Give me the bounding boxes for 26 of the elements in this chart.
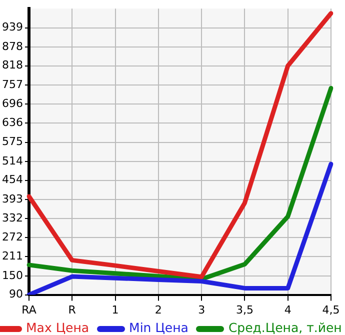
y-tick-label: 211 bbox=[2, 250, 23, 263]
y-tick-label: 575 bbox=[2, 135, 23, 148]
y-tick-label: 696 bbox=[2, 97, 23, 110]
x-tick-label: 3,5 bbox=[236, 303, 254, 316]
x-tick-label: RA bbox=[22, 303, 37, 316]
y-tick-label: 757 bbox=[2, 78, 23, 91]
y-tick-label: 332 bbox=[2, 212, 23, 225]
y-tick-label: 454 bbox=[2, 173, 23, 186]
x-tick-label: 3 bbox=[198, 303, 206, 316]
y-tick-label: 90 bbox=[8, 288, 23, 301]
legend-label: Max Цена bbox=[26, 320, 90, 335]
y-tick-label: 939 bbox=[2, 20, 23, 34]
y-tick-label: 878 bbox=[2, 40, 23, 53]
y-tick-label: 150 bbox=[2, 268, 23, 282]
y-tick-label: 636 bbox=[2, 116, 23, 129]
y-tick-label: 393 bbox=[2, 192, 23, 206]
legend-label: Сред.Цена, т.йен bbox=[228, 320, 342, 335]
x-tick-label: 4,5 bbox=[322, 303, 340, 316]
y-tick-label: 272 bbox=[2, 230, 23, 244]
x-tick-label: 4 bbox=[284, 303, 292, 316]
x-tick-label: R bbox=[68, 303, 76, 316]
y-tick-label: 514 bbox=[2, 154, 23, 168]
legend-label: Min Цена bbox=[129, 320, 188, 335]
y-tick-label: 818 bbox=[2, 58, 23, 72]
x-tick-label: 2 bbox=[154, 303, 162, 316]
x-tick-label: 1 bbox=[112, 303, 119, 316]
